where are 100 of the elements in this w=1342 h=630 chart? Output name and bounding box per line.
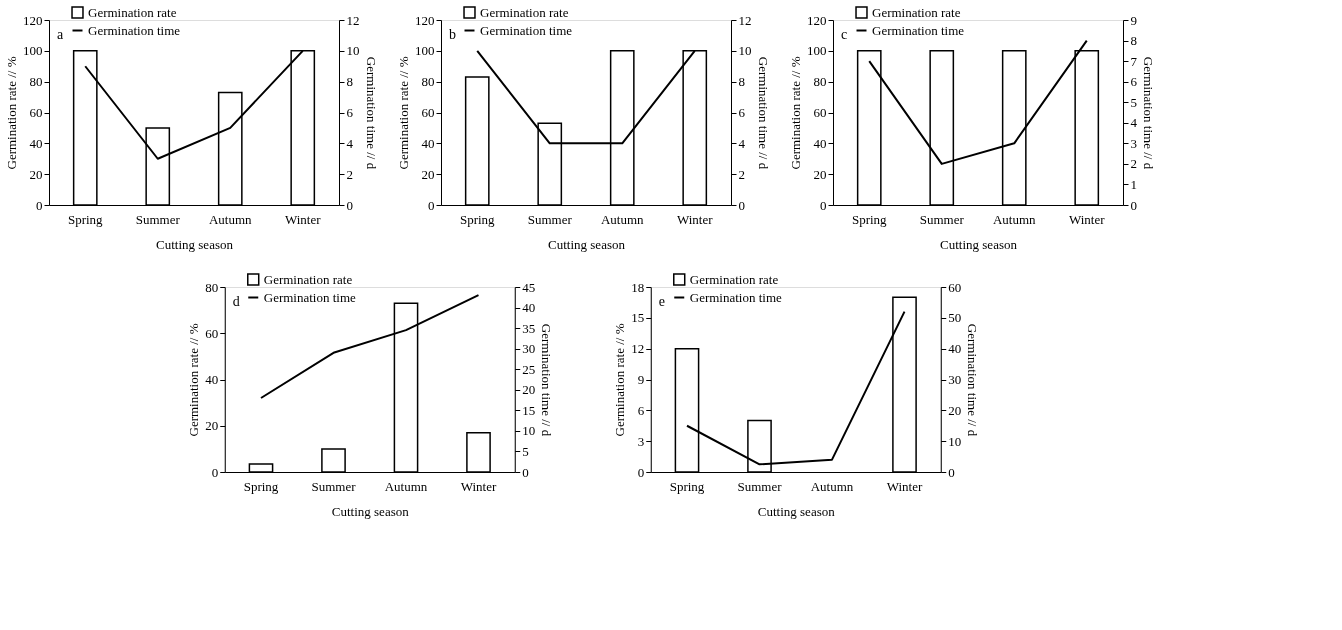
- x-tick-label: Autumn: [384, 478, 428, 494]
- y2-tick-label: 3: [1130, 135, 1137, 151]
- x-tick-label: Spring: [243, 478, 279, 494]
- y2-tick-label: 0: [948, 464, 955, 480]
- y-tick-label: 3: [637, 433, 645, 449]
- y-tick-label: 12: [631, 341, 645, 357]
- y2-tick-label: 8: [738, 74, 745, 90]
- y-tick-label: 60: [29, 105, 43, 120]
- y-tick-label: 0: [820, 197, 827, 213]
- x-tick-label: Spring: [459, 211, 496, 227]
- y2-tick-label: 40: [522, 300, 536, 316]
- y-axis-title: Germination rate // %: [4, 56, 19, 170]
- y2-tick-label: 6: [738, 105, 746, 120]
- legend-label: Germination rate: [689, 271, 779, 287]
- y2-tick-label: 20: [948, 402, 962, 418]
- y2-tick-label: 10: [948, 433, 962, 449]
- y2-tick-label: 15: [522, 402, 536, 418]
- y-axis-title: Germination rate // %: [186, 323, 202, 437]
- y2-axis-title: Germination time // d: [965, 323, 981, 437]
- annotation: c: [841, 27, 848, 42]
- y2-tick-label: 30: [948, 372, 962, 387]
- x-axis-title: Cutting season: [331, 503, 410, 519]
- annotation: b: [449, 27, 456, 42]
- x-tick-label: Winter: [1068, 211, 1106, 227]
- y2-tick-label: 1: [1130, 176, 1137, 192]
- y-tick-label: 120: [415, 12, 435, 28]
- y-tick-label: 120: [807, 12, 827, 28]
- x-tick-label: Winter: [284, 211, 322, 227]
- y-tick-label: 60: [205, 325, 219, 341]
- legend-label: Germination rate: [263, 271, 353, 287]
- y-tick-label: 80: [29, 74, 43, 90]
- y2-axis-title: Germination time // d: [755, 56, 771, 170]
- y-tick-label: 18: [631, 279, 645, 295]
- legend-label: Germination rate: [88, 4, 177, 20]
- y2-tick-label: 4: [346, 135, 354, 151]
- x-tick-label: Spring: [67, 211, 104, 227]
- legend-label: Germination rate: [872, 4, 961, 20]
- y-tick-label: 40: [813, 135, 827, 151]
- y2-tick-label: 40: [948, 341, 962, 357]
- y-tick-label: 60: [813, 105, 827, 120]
- x-tick-label: Winter: [460, 478, 497, 494]
- x-tick-label: Spring: [851, 211, 888, 227]
- y2-tick-label: 0: [738, 197, 745, 213]
- y-tick-label: 20: [421, 166, 435, 182]
- y2-tick-label: 5: [1130, 94, 1137, 110]
- x-tick-label: Autumn: [208, 211, 253, 227]
- x-axis-title: Cutting season: [940, 236, 1018, 252]
- y-tick-label: 20: [205, 418, 219, 434]
- y2-tick-label: 20: [522, 382, 536, 398]
- y-tick-label: 80: [421, 74, 435, 90]
- annotation: a: [57, 27, 64, 42]
- y2-tick-label: 0: [1130, 197, 1137, 213]
- x-tick-label: Summer: [311, 478, 357, 494]
- y2-axis-title: Germination time // d: [539, 323, 555, 437]
- y-tick-label: 100: [23, 43, 43, 59]
- y2-tick-label: 8: [1130, 33, 1137, 49]
- y2-tick-label: 10: [738, 43, 752, 59]
- y-tick-label: 40: [205, 372, 219, 387]
- legend-label: Germination rate: [480, 4, 569, 20]
- y-tick-label: 0: [211, 464, 219, 480]
- annotation: d: [232, 294, 240, 309]
- y-tick-label: 100: [807, 43, 827, 59]
- x-tick-label: Summer: [919, 211, 965, 227]
- y-tick-label: 40: [29, 135, 43, 151]
- x-tick-label: Summer: [737, 478, 783, 494]
- y-tick-label: 80: [205, 279, 219, 295]
- y2-tick-label: 10: [346, 43, 360, 59]
- y-tick-label: 100: [415, 43, 435, 59]
- y-axis-title: Germination rate // %: [612, 323, 628, 437]
- y2-tick-label: 60: [948, 279, 962, 295]
- y-tick-label: 120: [23, 12, 43, 28]
- y2-tick-label: 4: [1130, 115, 1138, 131]
- y-tick-label: 60: [421, 105, 435, 120]
- legend-label: Germination time: [263, 289, 357, 305]
- x-tick-label: Autumn: [992, 211, 1037, 227]
- y2-tick-label: 6: [1130, 74, 1138, 90]
- y-axis-title: Germination rate // %: [396, 56, 411, 170]
- x-tick-label: Autumn: [810, 478, 854, 494]
- y2-tick-label: 0: [522, 464, 529, 480]
- y-tick-label: 0: [36, 197, 43, 213]
- y2-tick-label: 30: [522, 341, 536, 357]
- legend-label: Germination time: [480, 22, 573, 38]
- y2-tick-label: 2: [738, 166, 745, 182]
- y2-tick-label: 8: [346, 74, 353, 90]
- y2-tick-label: 12: [346, 12, 360, 28]
- y2-tick-label: 45: [522, 279, 536, 295]
- y-tick-label: 0: [637, 464, 645, 480]
- y2-tick-label: 10: [522, 423, 536, 439]
- y2-tick-label: 35: [522, 320, 536, 336]
- legend-label: Germination time: [689, 289, 783, 305]
- y2-tick-label: 7: [1130, 53, 1138, 69]
- y-tick-label: 15: [631, 310, 645, 326]
- x-tick-label: Summer: [135, 211, 181, 227]
- y2-tick-label: 12: [738, 12, 752, 28]
- y-tick-label: 20: [29, 166, 43, 182]
- y-tick-label: 9: [637, 372, 645, 387]
- y-tick-label: 80: [813, 74, 827, 90]
- x-tick-label: Autumn: [600, 211, 645, 227]
- y2-tick-label: 4: [738, 135, 746, 151]
- y-tick-label: 40: [421, 135, 435, 151]
